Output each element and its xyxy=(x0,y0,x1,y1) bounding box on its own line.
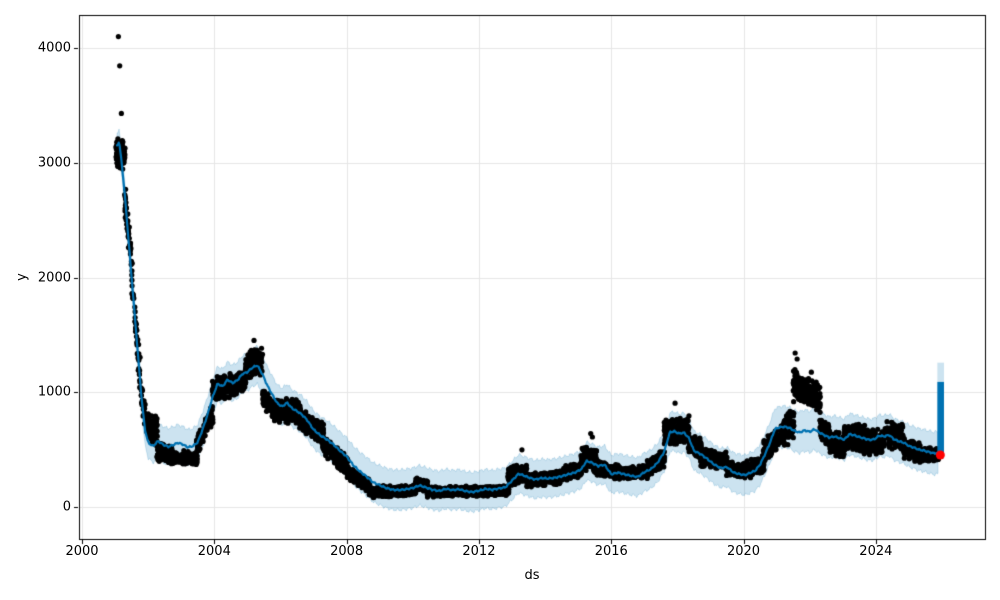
y-axis-label: y xyxy=(14,273,30,281)
x-axis-label: ds xyxy=(524,568,540,583)
y-tick-label: 1000 xyxy=(37,384,71,400)
x-tick-label: 2008 xyxy=(330,544,364,559)
x-tick-label: 2000 xyxy=(65,544,99,559)
x-tick-label: 2012 xyxy=(462,544,496,559)
y-tick-label: 2000 xyxy=(37,270,71,286)
y-tick-label: 4000 xyxy=(37,40,71,56)
y-tick-label: 3000 xyxy=(37,155,71,171)
y-tick-label: 0 xyxy=(62,499,71,515)
x-tick-label: 2016 xyxy=(594,544,628,559)
x-tick-label: 2020 xyxy=(726,544,761,559)
x-tick-label: 2024 xyxy=(859,544,893,559)
x-tick-label: 2004 xyxy=(197,544,231,559)
